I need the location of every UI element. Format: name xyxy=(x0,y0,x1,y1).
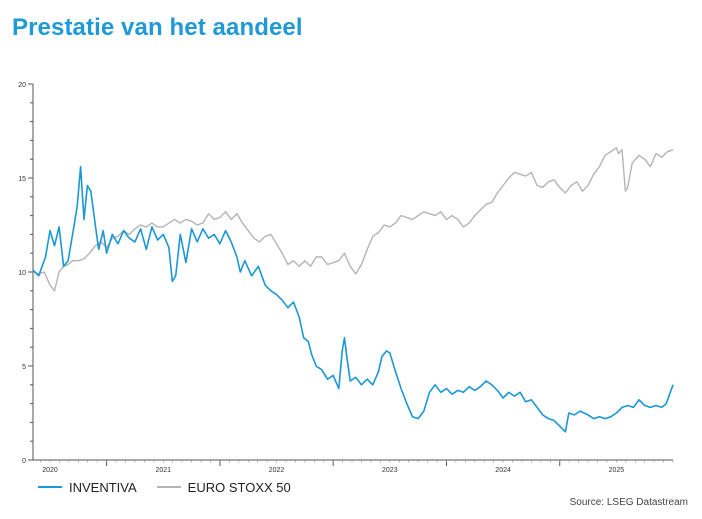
source-note: Source: LSEG Datastream xyxy=(569,497,688,508)
series-line-inventiva xyxy=(32,165,674,433)
series-line-eurostoxx xyxy=(32,147,674,292)
x-tick-label: 2023 xyxy=(382,467,398,474)
chart-legend: INVENTIVA EURO STOXX 50 xyxy=(38,479,311,495)
legend-swatch-inventiva xyxy=(38,486,62,488)
legend-label-inventiva: INVENTIVA xyxy=(69,479,137,495)
legend-swatch-eurostoxx xyxy=(156,486,181,488)
page-title: Prestatie van het aandeel xyxy=(12,14,303,41)
legend-item-inventiva[interactable]: INVENTIVA xyxy=(38,480,137,495)
y-tick-label: 15 xyxy=(18,176,26,183)
plot-area xyxy=(32,147,674,433)
x-tick-label: 2024 xyxy=(495,467,511,474)
x-tick-label: 2022 xyxy=(269,467,285,474)
y-tick-label: 0 xyxy=(22,458,26,465)
y-tick-label: 20 xyxy=(18,82,26,89)
legend-item-eurostoxx[interactable]: EURO STOXX 50 xyxy=(156,479,291,495)
x-tick-label: 2021 xyxy=(155,467,171,474)
y-tick-label: 10 xyxy=(18,270,26,277)
x-tick-label: 2020 xyxy=(42,467,58,474)
x-tick-label: 2025 xyxy=(609,467,625,474)
legend-label-eurostoxx: EURO STOXX 50 xyxy=(187,479,291,495)
y-tick-label: 5 xyxy=(22,364,26,371)
